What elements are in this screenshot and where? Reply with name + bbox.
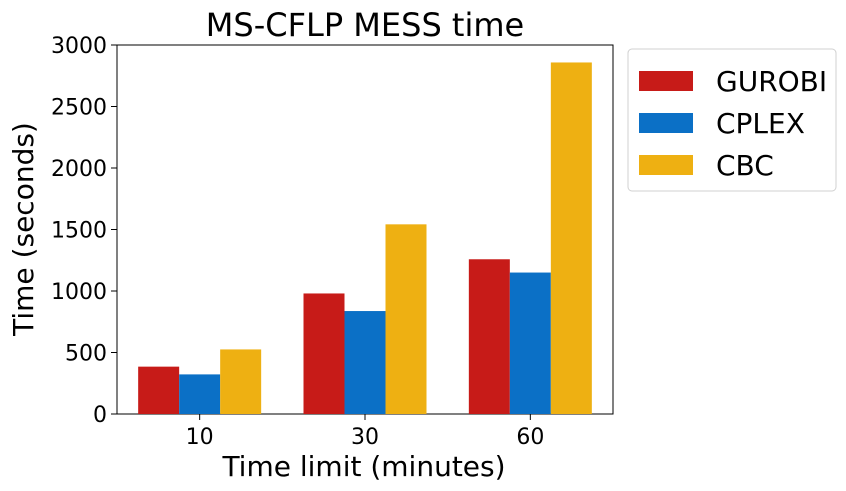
y-tick-label: 3000	[51, 34, 107, 59]
legend-swatch-cbc	[639, 155, 693, 175]
chart-title: MS-CFLP MESS time	[206, 6, 524, 44]
bar-cbc-10	[220, 349, 262, 414]
legend-items: GUROBI CPLEX CBC	[639, 65, 827, 182]
legend: GUROBI CPLEX CBC	[627, 48, 837, 192]
bar-cplex-30	[344, 311, 386, 414]
x-tick-label: 60	[516, 425, 544, 450]
x-tick-label: 30	[351, 425, 379, 450]
bar-gurobi-10	[138, 366, 180, 414]
y-axis-ticks: 0 500 1000 1500 2000 2500 3000	[51, 34, 117, 428]
bar-cbc-30	[385, 224, 427, 414]
legend-label-cplex: CPLEX	[716, 107, 805, 140]
legend-swatch-gurobi	[639, 71, 693, 91]
legend-label-cbc: CBC	[716, 149, 774, 182]
y-tick-label: 500	[65, 342, 107, 367]
x-axis-label: Time limit (minutes)	[221, 450, 505, 483]
y-tick-label: 1000	[51, 280, 107, 305]
bar-gurobi-30	[303, 293, 345, 414]
y-tick-label: 0	[93, 403, 107, 428]
bar-cplex-10	[179, 374, 221, 414]
y-tick-label: 2500	[51, 96, 107, 121]
bar-cplex-60	[509, 272, 551, 414]
y-tick-label: 2000	[51, 157, 107, 182]
plot-area: 0 500 1000 1500 2000 2500 3000 10 30 60	[51, 34, 614, 450]
x-axis-ticks: 10 30 60	[186, 414, 544, 450]
bar-cbc-60	[550, 62, 592, 414]
bar-gurobi-60	[468, 259, 510, 414]
bars-group	[138, 62, 592, 414]
y-axis-label: Time (seconds)	[7, 122, 40, 337]
legend-label-gurobi: GUROBI	[716, 65, 827, 98]
y-tick-label: 1500	[51, 219, 107, 244]
legend-swatch-cplex	[639, 113, 693, 133]
x-tick-label: 10	[186, 425, 214, 450]
